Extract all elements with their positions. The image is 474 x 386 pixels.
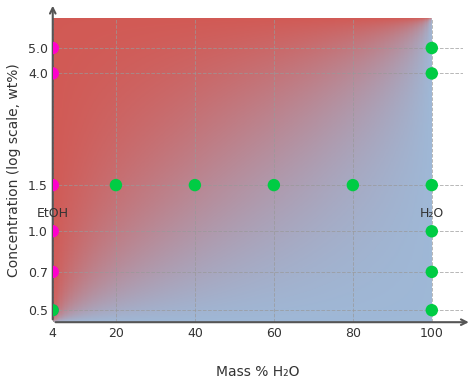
Text: H₂O: H₂O <box>419 207 444 220</box>
Text: EtOH: EtOH <box>37 207 69 220</box>
Point <box>112 182 120 188</box>
Point <box>49 45 56 51</box>
X-axis label: Mass % H₂O: Mass % H₂O <box>216 365 300 379</box>
Point <box>428 269 436 275</box>
Point <box>49 269 56 275</box>
Point <box>428 70 436 76</box>
Point <box>191 182 199 188</box>
Y-axis label: Concentration (log scale, wt%): Concentration (log scale, wt%) <box>7 63 21 277</box>
Point <box>49 228 56 234</box>
Point <box>428 45 436 51</box>
Point <box>270 182 278 188</box>
Point <box>428 182 436 188</box>
Point <box>428 228 436 234</box>
Point <box>49 307 56 313</box>
Point <box>49 70 56 76</box>
Point <box>349 182 356 188</box>
Point <box>428 307 436 313</box>
Point <box>49 182 56 188</box>
Point <box>49 307 56 313</box>
